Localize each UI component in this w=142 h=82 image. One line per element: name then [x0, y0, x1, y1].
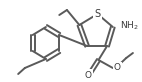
Text: S: S [94, 9, 101, 19]
Text: O: O [114, 63, 121, 72]
Text: NH$_2$: NH$_2$ [120, 20, 139, 32]
Text: O: O [84, 71, 91, 80]
